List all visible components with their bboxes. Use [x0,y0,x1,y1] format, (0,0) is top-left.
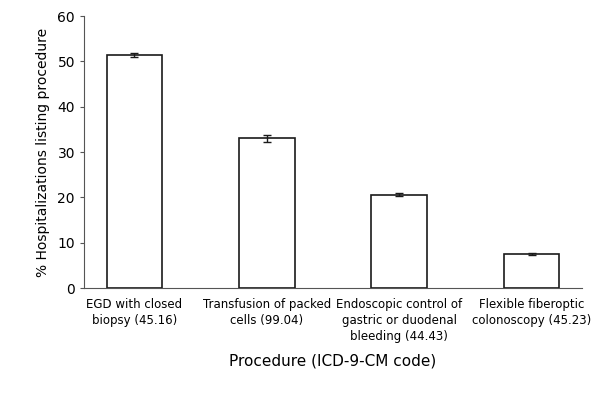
Y-axis label: % Hospitalizations listing procedure: % Hospitalizations listing procedure [37,28,50,276]
Bar [371,195,427,288]
Bar [504,254,559,288]
Bar [107,55,162,288]
X-axis label: Procedure (ICD-9-CM code): Procedure (ICD-9-CM code) [229,354,437,369]
Bar [239,138,295,288]
